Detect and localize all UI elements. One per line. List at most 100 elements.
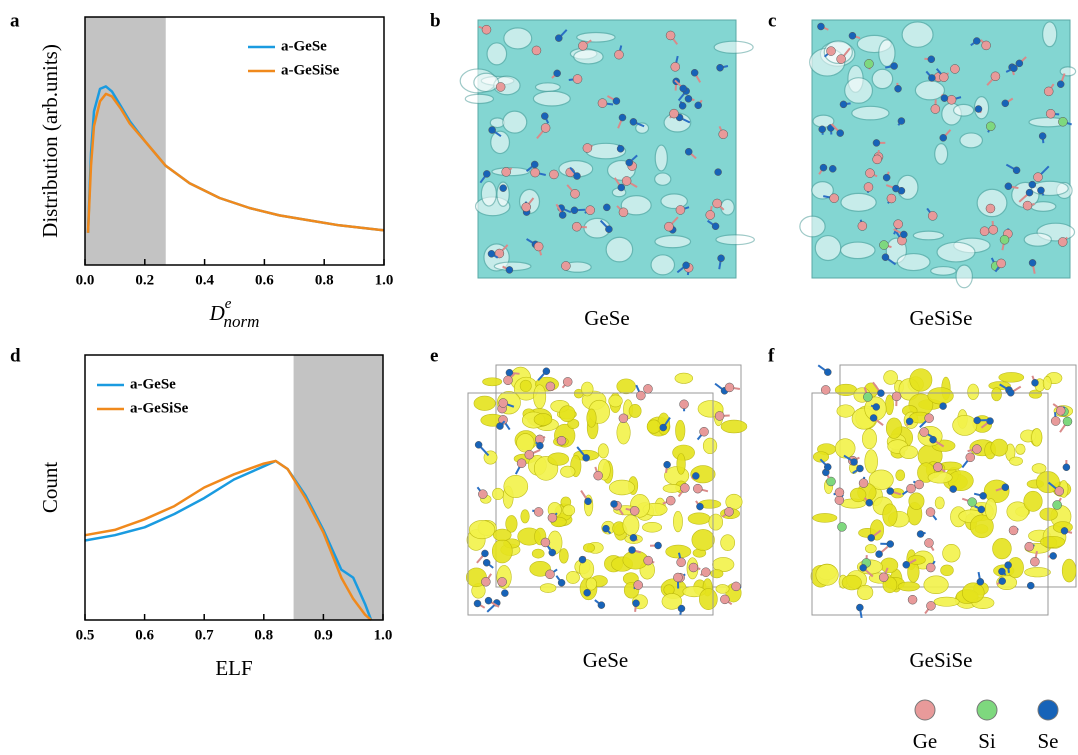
atom bbox=[891, 391, 902, 402]
image-caption: GeSiSe bbox=[910, 306, 973, 330]
atom bbox=[1054, 486, 1065, 496]
atom bbox=[542, 367, 551, 375]
isosurface bbox=[885, 417, 903, 439]
atom bbox=[583, 589, 591, 597]
x-tick-label: 0.8 bbox=[315, 272, 334, 288]
atom bbox=[979, 492, 987, 500]
isosurface bbox=[675, 419, 686, 442]
atom bbox=[907, 594, 918, 605]
surface-cavity bbox=[576, 31, 616, 43]
structure-image bbox=[810, 364, 1077, 619]
isosurface bbox=[933, 596, 960, 607]
isosurface bbox=[836, 404, 855, 418]
x-tick-label: 0.9 bbox=[314, 627, 333, 643]
atom bbox=[696, 502, 704, 511]
atom bbox=[558, 211, 567, 219]
atom bbox=[699, 426, 709, 437]
atom bbox=[530, 160, 539, 169]
isosurface bbox=[940, 564, 954, 577]
isosurface bbox=[710, 569, 724, 579]
surface-cavity bbox=[840, 192, 877, 212]
atom bbox=[731, 581, 741, 592]
atom bbox=[724, 507, 734, 517]
isosurface bbox=[857, 584, 874, 601]
atom-legend-marker bbox=[976, 699, 998, 721]
isosurface bbox=[812, 513, 838, 523]
atom bbox=[879, 572, 889, 583]
atom bbox=[572, 74, 583, 84]
surface-cavity bbox=[912, 230, 945, 241]
atom bbox=[684, 95, 693, 103]
atom bbox=[521, 202, 531, 212]
isosurface bbox=[533, 384, 547, 409]
atom bbox=[818, 125, 826, 134]
atom bbox=[712, 198, 722, 209]
isosurface bbox=[1061, 558, 1077, 583]
isosurface bbox=[927, 471, 953, 484]
atom bbox=[858, 478, 869, 488]
isosurface bbox=[687, 512, 711, 525]
atom bbox=[929, 435, 937, 444]
isosurface bbox=[715, 584, 730, 594]
atom bbox=[482, 558, 491, 567]
isosurface bbox=[665, 544, 692, 559]
surface-cavity bbox=[473, 72, 500, 93]
atom bbox=[1062, 463, 1071, 472]
atom bbox=[562, 377, 573, 387]
atom bbox=[541, 112, 549, 120]
atom bbox=[670, 62, 681, 72]
atom bbox=[819, 163, 828, 172]
atom bbox=[501, 589, 509, 597]
atom bbox=[820, 385, 831, 395]
atom bbox=[872, 139, 881, 147]
atom bbox=[999, 234, 1010, 245]
atom bbox=[680, 483, 690, 493]
atom bbox=[902, 561, 910, 569]
atom-legend-label: Se bbox=[1038, 729, 1059, 753]
atom bbox=[882, 173, 891, 182]
atom bbox=[585, 205, 595, 215]
cell-front bbox=[467, 392, 714, 616]
atom bbox=[946, 95, 957, 105]
atom bbox=[924, 413, 934, 423]
surface-cavity bbox=[654, 144, 668, 172]
atom bbox=[497, 577, 507, 587]
atom bbox=[974, 105, 983, 113]
atom bbox=[859, 564, 867, 572]
atom bbox=[711, 222, 720, 231]
isosurface bbox=[927, 387, 954, 405]
atom bbox=[617, 183, 626, 192]
atom bbox=[678, 102, 687, 110]
isosurface bbox=[1040, 535, 1066, 548]
atom bbox=[1015, 59, 1024, 68]
atom bbox=[693, 483, 703, 494]
atom bbox=[505, 266, 514, 274]
isosurface bbox=[952, 414, 978, 436]
atom bbox=[865, 499, 874, 507]
atom bbox=[1004, 561, 1012, 569]
isosurface bbox=[1009, 456, 1023, 466]
isosurface bbox=[720, 419, 748, 434]
isosurface bbox=[895, 469, 906, 482]
atom bbox=[1001, 483, 1010, 492]
atom bbox=[848, 31, 857, 40]
atom bbox=[817, 22, 825, 31]
atom bbox=[714, 411, 725, 421]
surface-cavity bbox=[720, 198, 735, 216]
plot-frame bbox=[84, 354, 384, 621]
atom bbox=[867, 534, 875, 542]
atom bbox=[701, 567, 711, 577]
atom bbox=[977, 505, 986, 514]
atom bbox=[629, 506, 640, 516]
atom bbox=[483, 170, 491, 178]
atom bbox=[998, 577, 1006, 585]
atom bbox=[663, 460, 671, 469]
atom bbox=[1038, 132, 1047, 140]
atom bbox=[856, 464, 864, 473]
atom bbox=[556, 435, 567, 446]
atom bbox=[488, 126, 496, 134]
atom bbox=[540, 537, 551, 548]
surface-cavity bbox=[814, 234, 842, 262]
atom bbox=[863, 182, 874, 192]
atom bbox=[973, 37, 981, 45]
